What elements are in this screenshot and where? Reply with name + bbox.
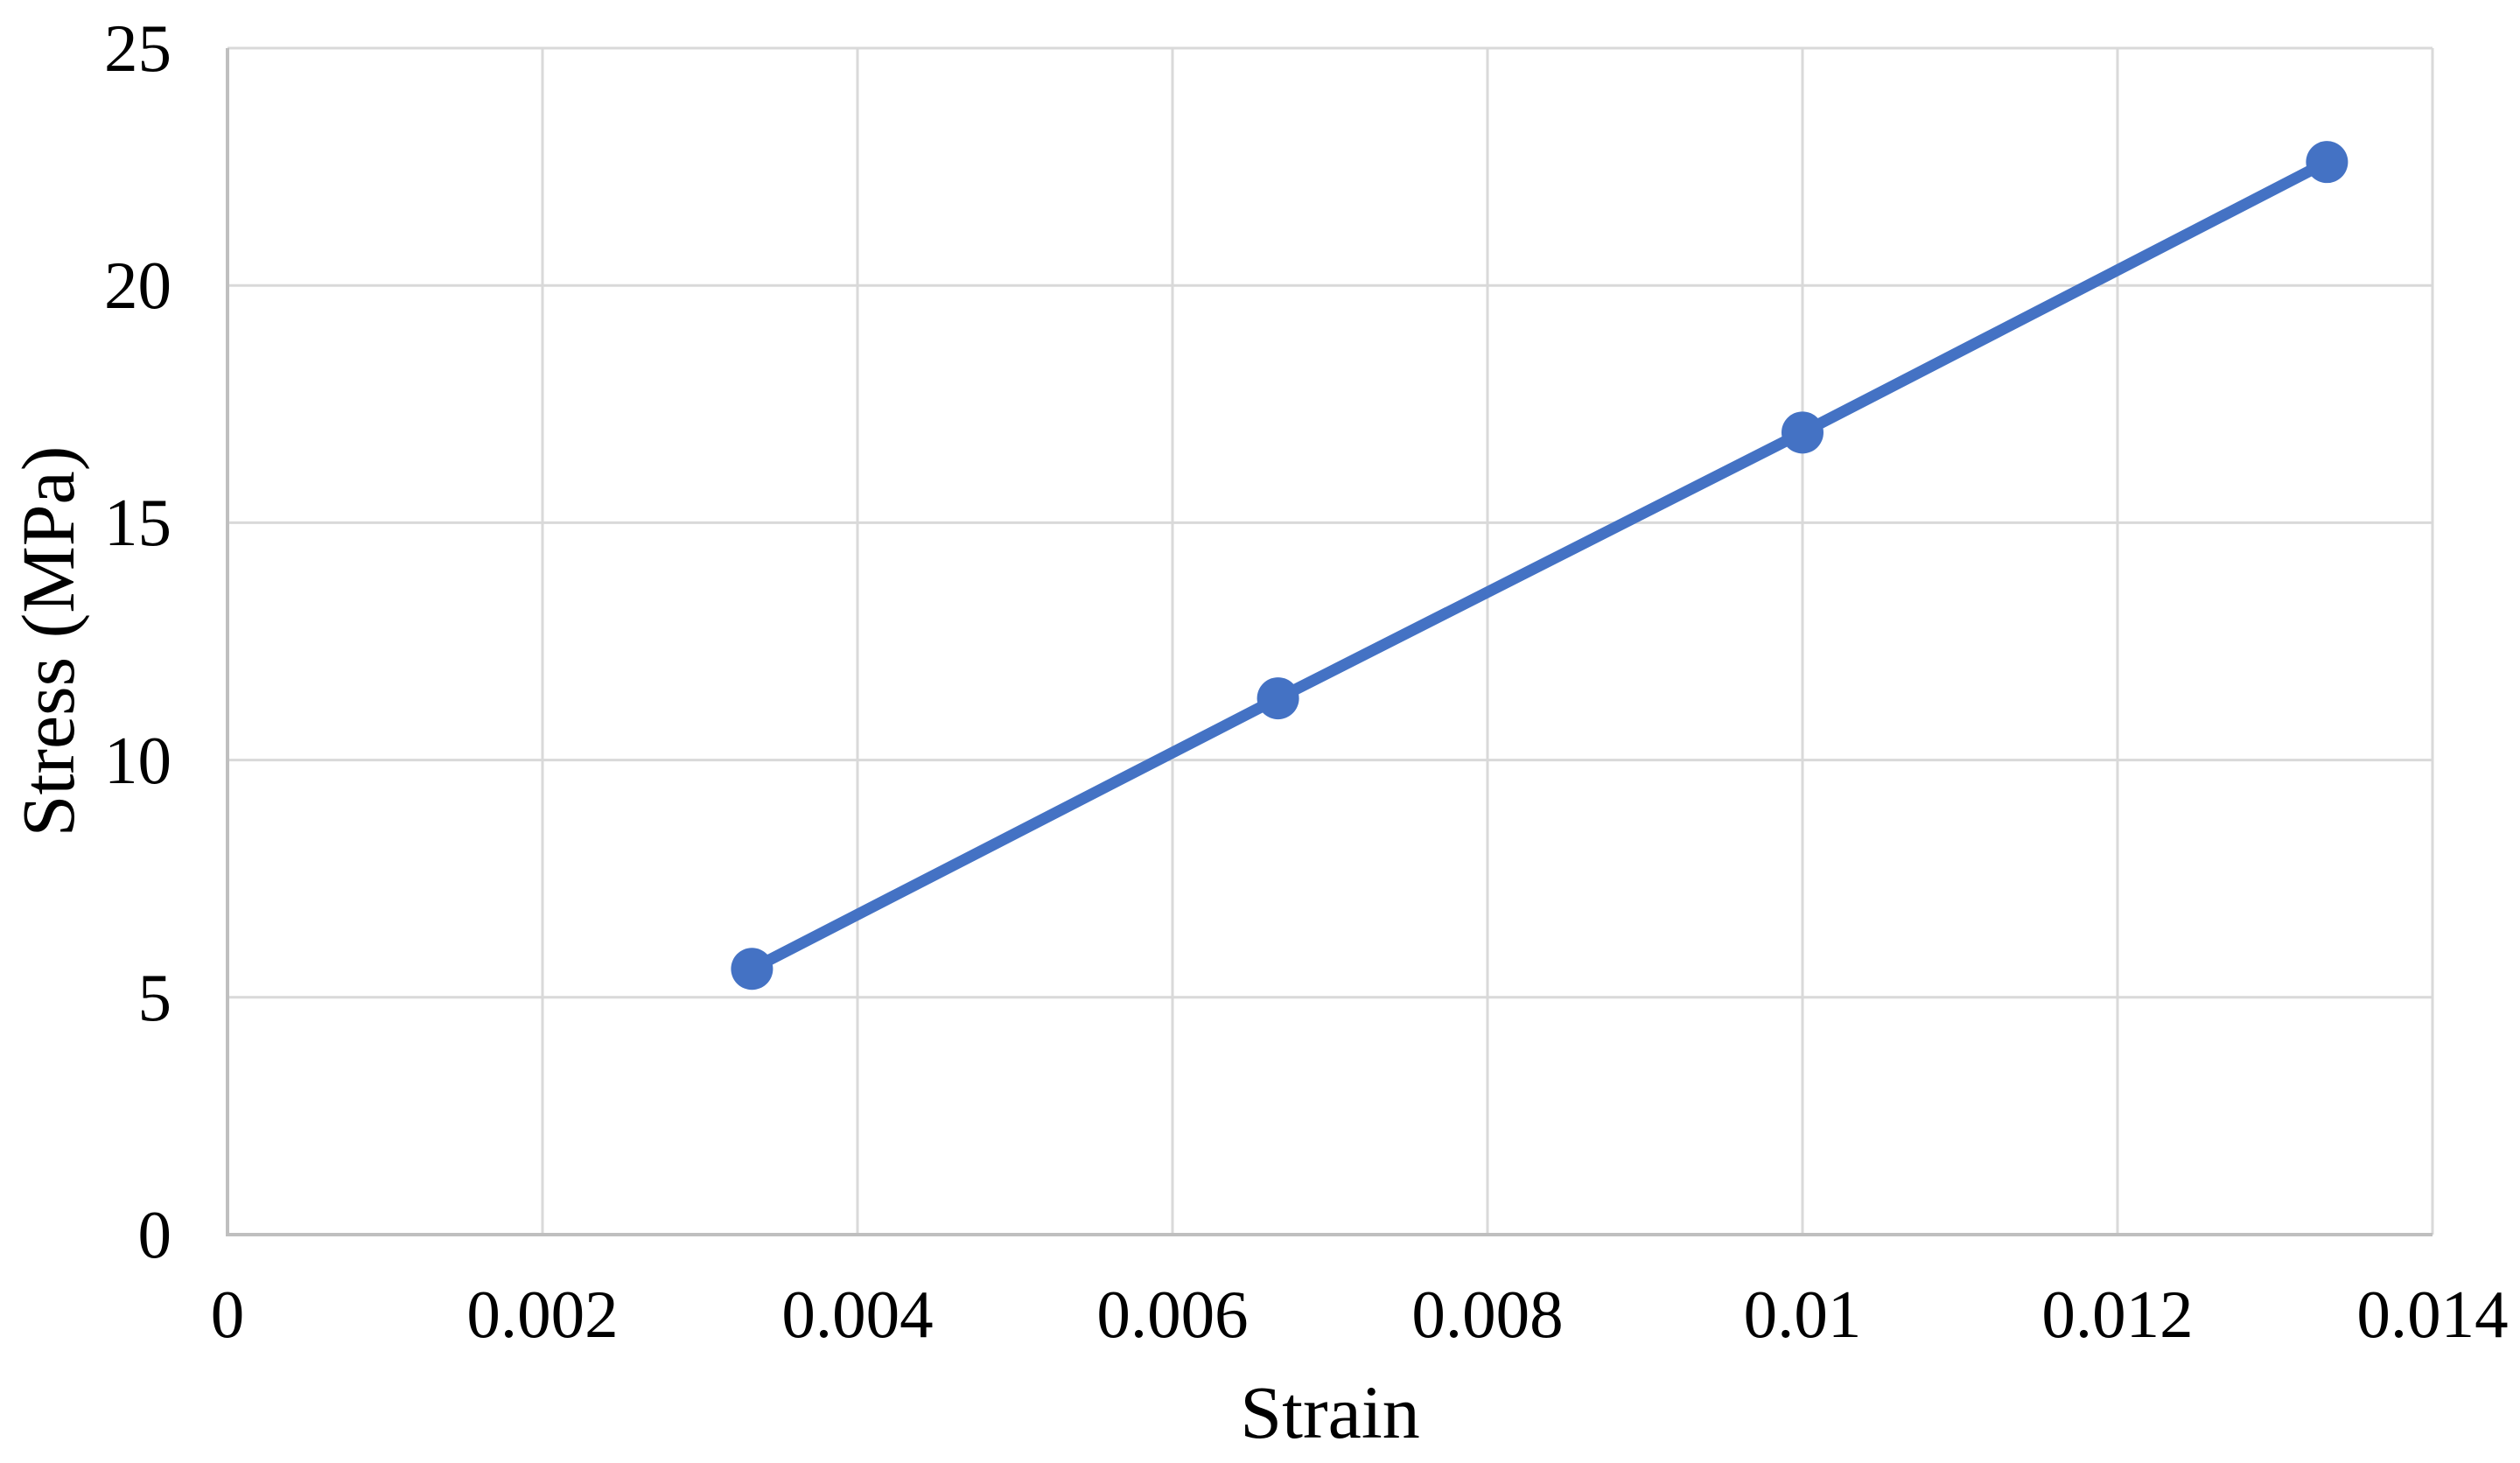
data-point-marker bbox=[1782, 411, 1824, 454]
x-tick-label: 0.014 bbox=[2356, 1277, 2509, 1352]
y-tick-label: 10 bbox=[104, 722, 172, 798]
x-tick-label: 0.006 bbox=[1096, 1277, 1249, 1352]
y-tick-label: 15 bbox=[104, 485, 172, 561]
x-tick-label: 0.012 bbox=[2041, 1277, 2194, 1352]
x-tick-label: 0.01 bbox=[1743, 1277, 1862, 1352]
x-tick-label: 0.008 bbox=[1411, 1277, 1564, 1352]
x-tick-label: 0.002 bbox=[466, 1277, 619, 1352]
data-point-marker bbox=[1256, 677, 1299, 720]
x-tick-label: 0 bbox=[210, 1277, 245, 1352]
x-axis-title: Strain bbox=[1240, 1370, 1420, 1454]
y-tick-label: 5 bbox=[137, 959, 172, 1035]
y-axis-title: Stress (MPa) bbox=[6, 445, 90, 837]
data-point-marker bbox=[2306, 141, 2348, 184]
series-line bbox=[749, 157, 2330, 975]
y-tick-label: 25 bbox=[104, 10, 172, 86]
y-tick-label: 20 bbox=[104, 248, 172, 324]
data-point-marker bbox=[731, 948, 774, 990]
y-tick-label: 0 bbox=[137, 1197, 172, 1272]
x-tick-label: 0.004 bbox=[781, 1277, 934, 1352]
